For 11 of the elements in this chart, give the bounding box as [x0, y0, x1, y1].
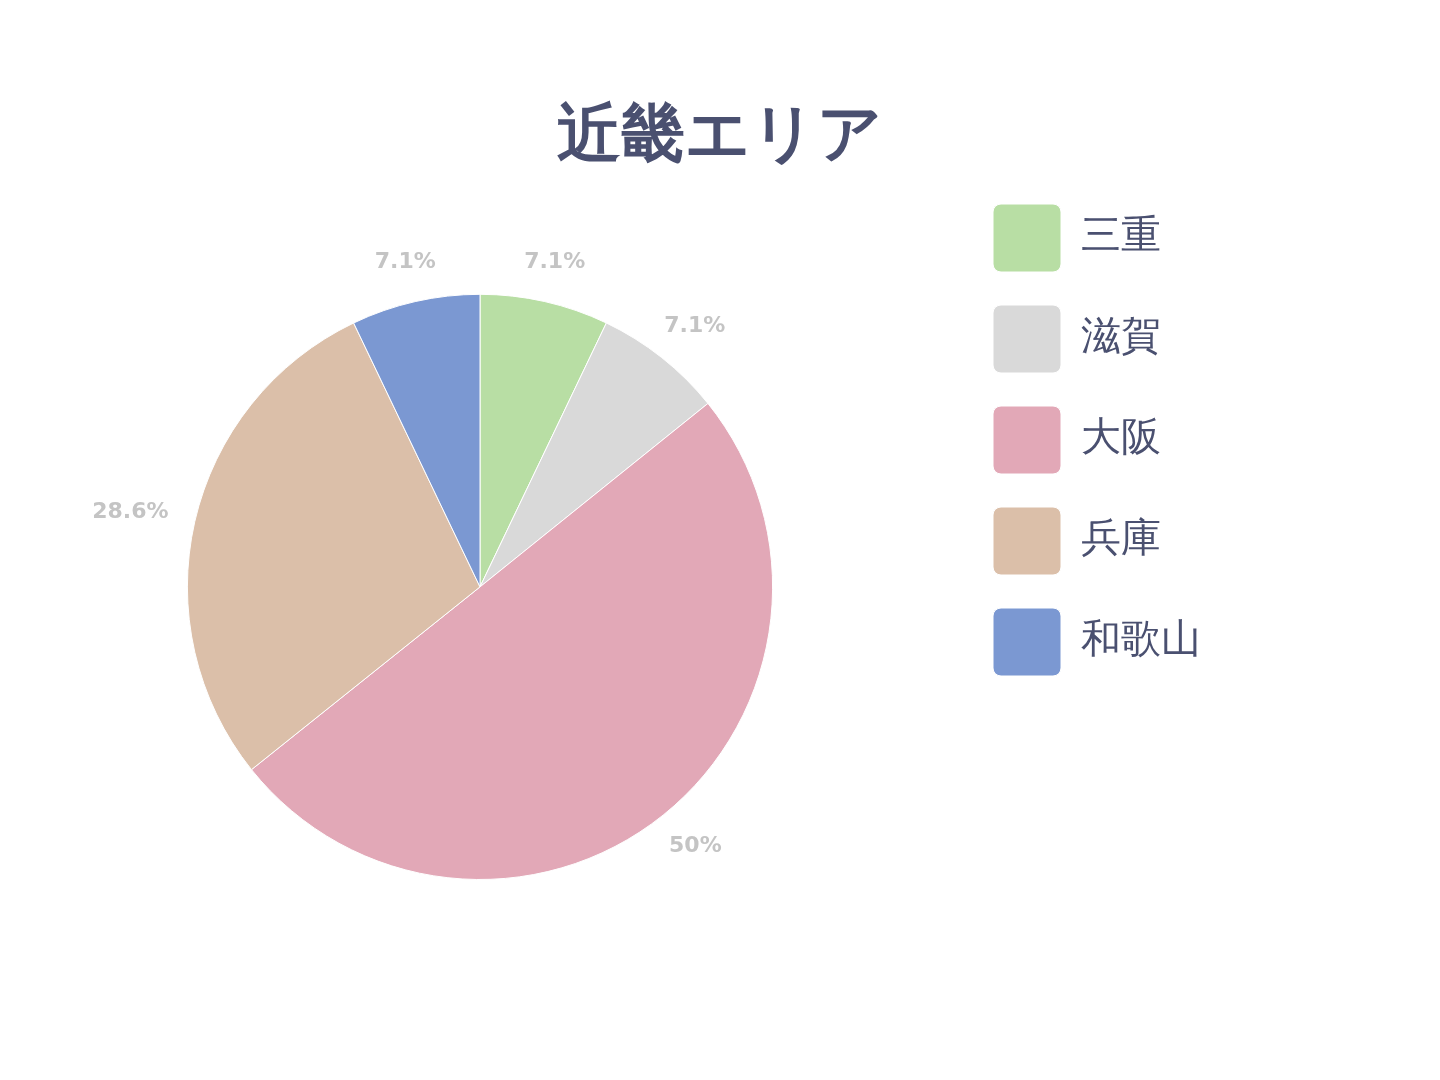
chart-title: 近畿エリア — [557, 96, 883, 171]
data-label: 7.1% — [664, 311, 726, 337]
data-label: 7.1% — [524, 248, 586, 274]
data-label: 7.1% — [374, 248, 436, 274]
legend-label: 大阪 — [1081, 413, 1161, 460]
data-label: 28.6% — [92, 498, 169, 524]
legend-label: 和歌山 — [1081, 615, 1201, 662]
legend-label: 兵庫 — [1081, 514, 1161, 561]
data-label: 50% — [669, 832, 722, 858]
legend-label: 三重 — [1081, 211, 1161, 258]
legend-label: 滋賀 — [1081, 312, 1161, 359]
